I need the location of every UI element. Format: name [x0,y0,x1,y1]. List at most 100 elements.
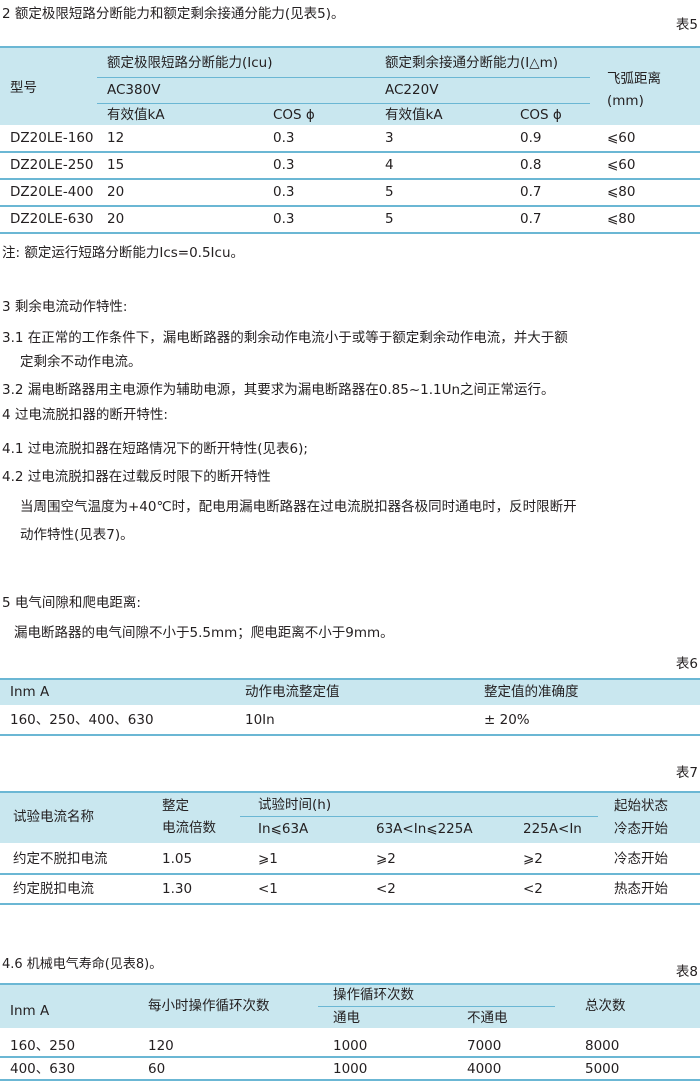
t5-group2-voltage: AC220V [385,82,439,98]
row-divider [0,1056,700,1058]
t7-col-mult-1: 整定 [162,798,189,814]
table-cell: 0.9 [520,130,542,146]
table-cell: 20 [107,211,125,227]
table-cell: 1000 [333,1038,368,1054]
t8-col-total: 总次数 [585,998,626,1014]
table-cell: ⩾2 [523,851,543,867]
table-cell: 5 [385,184,394,200]
table-cell: 1.30 [162,881,193,897]
t5-col-model: 型号 [10,80,37,96]
row-divider [0,151,700,153]
t7-sub-2: 63A<In⩽225A [376,821,473,837]
row-divider [0,873,700,875]
table-cell: DZ20LE-630 [10,211,94,227]
t7-sub-3: 225A<In [523,821,582,837]
t8-sub-off: 不通电 [467,1010,508,1026]
t7-col-state-1: 起始状态 [614,798,668,814]
t8-sub-on: 通电 [333,1010,360,1026]
t6-header-inm: Inm A [10,684,50,700]
t7-col-name: 试验电流名称 [13,809,94,825]
t5-group1-voltage: AC380V [107,82,161,98]
t5-sub-cos-1: COS ϕ [273,107,315,123]
table-cell: 冷态开始 [614,851,668,867]
t6-cell: ± 20% [484,712,530,728]
table-cell: ⩽80 [607,211,636,227]
table-cell: 20 [107,184,125,200]
table-cell: ⩽60 [607,130,636,146]
table-cell: 15 [107,157,125,173]
table-cell: DZ20LE-250 [10,157,94,173]
para-4-2: 4.2 过电流脱扣器在过载反时限下的断开特性 [2,469,271,485]
row-divider [0,205,700,207]
table-cell: <2 [376,881,396,897]
table-cell: 0.3 [273,184,295,200]
table-cell: 约定不脱扣电流 [13,851,108,867]
t5-sub-cos-2: COS ϕ [520,107,562,123]
para-5-body: 漏电断路器的电气间隙不小于5.5mm；爬电距离不小于9mm。 [14,625,394,641]
t8-col-per-hour: 每小时操作循环次数 [148,998,270,1014]
table-cell: DZ20LE-400 [10,184,94,200]
table-cell: ⩽80 [607,184,636,200]
table-cell: ⩾2 [376,851,396,867]
t7-col-state-2: 冷态开始 [614,821,668,837]
para-3-1-cont: 定剩余不动作电流。 [20,354,142,370]
table-cell: 热态开始 [614,881,668,897]
t5-sub-ka-1: 有效值kA [107,107,165,123]
table-cell: 4 [385,157,394,173]
table-cell: 3 [385,130,394,146]
para-3-2: 3.2 漏电断路器用主电源作为辅助电源，其要求为漏电断路器在0.85~1.1Un… [2,382,555,398]
table6-label: 表6 [675,656,698,672]
table-cell: <2 [523,881,543,897]
note: 注: 额定运行短路分断能力Ics=0.5Icu。 [2,245,245,261]
t7-sub-1: In⩽63A [258,821,309,837]
para-5: 5 电气间隙和爬电距离: [2,595,141,611]
row-divider [0,232,700,234]
table-cell: 0.7 [520,184,542,200]
table-cell: 4000 [467,1061,502,1077]
table-cell: 400、630 [10,1061,76,1077]
para-4: 4 过电流脱扣器的断开特性: [2,407,168,423]
table-cell: 160、250 [10,1038,76,1054]
t6-cell: 160、250、400、630 [10,712,154,728]
t7-col-mult-2: 电流倍数 [162,820,216,836]
t7-group: 试验时间(h) [258,797,332,813]
table-cell: 8000 [585,1038,620,1054]
t8-col-inm: Inm A [10,1003,50,1019]
row-divider [0,178,700,180]
table8-label: 表8 [675,964,698,980]
para-4-2-body: 当周围空气温度为+40℃时，配电用漏电断路器在过电流脱扣器各极同时通电时，反时限… [20,499,577,515]
t5-col-arc: 飞弧距离 [607,71,661,87]
table-cell: ⩽60 [607,157,636,173]
table7-label: 表7 [675,765,698,781]
table-cell: 7000 [467,1038,502,1054]
table-cell: 约定脱扣电流 [13,881,94,897]
table-cell: 0.3 [273,157,295,173]
t8-group: 操作循环次数 [333,987,414,1003]
t6-header-setting: 动作电流整定值 [245,684,340,700]
para-4-2-cont: 动作特性(见表7)。 [20,527,134,543]
table-cell: <1 [258,881,278,897]
table-cell: 0.3 [273,211,295,227]
table5-label: 表5 [675,17,698,33]
table-cell: 0.8 [520,157,542,173]
table-cell: 1.05 [162,851,193,867]
table-cell: 5000 [585,1061,620,1077]
t5-group1: 额定极限短路分断能力(Icu) [107,55,273,71]
table-cell: 120 [148,1038,174,1054]
table-cell: 12 [107,130,125,146]
para-4-1: 4.1 过电流脱扣器在短路情况下的断开特性(见表6); [2,441,308,457]
t6-header-accuracy: 整定值的准确度 [484,684,579,700]
row-divider [0,903,700,905]
para-3-1: 3.1 在正常的工作条件下，漏电断路器的剩余动作电流小于或等于额定剩余动作电流，… [2,330,568,346]
table-cell: 0.7 [520,211,542,227]
t5-sub-ka-2: 有效值kA [385,107,443,123]
table-cell: 5 [385,211,394,227]
table-cell: DZ20LE-160 [10,130,94,146]
row-divider [0,1079,700,1081]
section-4-6-heading: 4.6 机械电气寿命(见表8)。 [2,957,163,972]
t6-cell: 10In [245,712,275,728]
para-3: 3 剩余电流动作特性: [2,299,128,315]
table-cell: 0.3 [273,130,295,146]
table-cell: 1000 [333,1061,368,1077]
